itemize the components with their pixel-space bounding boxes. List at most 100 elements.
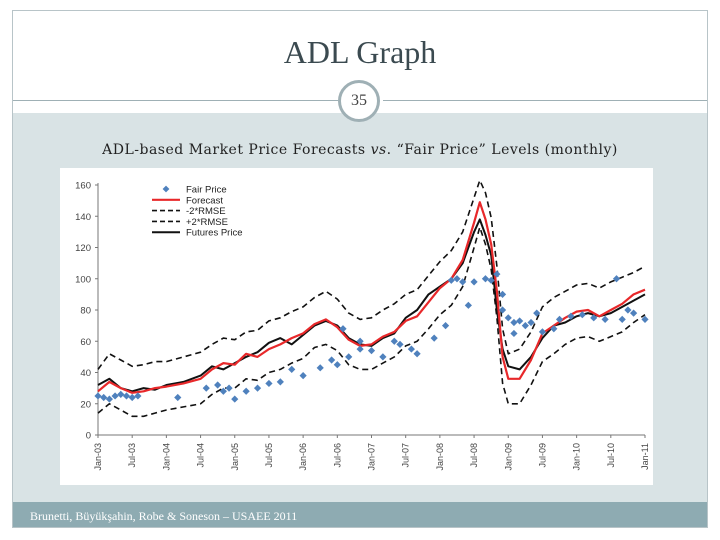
x-tick-label: Jul-08 (469, 443, 479, 468)
fair-price-point (202, 384, 210, 392)
legend-label-plus-2-rmse: +2*RMSE (186, 217, 228, 228)
fair-price-point (316, 364, 324, 372)
fair-price-point (464, 301, 472, 309)
x-tick-label: Jul-06 (332, 443, 342, 468)
slide-title: ADL Graph (283, 34, 437, 70)
fair-price-point (265, 379, 273, 388)
fair-price-point (299, 372, 307, 380)
legend-label-futures-price: Futures Price (186, 228, 243, 239)
x-tick-label: Jul-04 (196, 443, 206, 468)
y-tick-label: 60 (80, 337, 91, 348)
legend-label-minus-2-rmse: -2*RMSE (186, 206, 226, 217)
x-tick-label: Jan-03 (93, 443, 103, 471)
x-tick-label: Jul-09 (537, 443, 547, 468)
chart-heading-vs: vs (370, 142, 387, 158)
fair-price-point (527, 318, 535, 327)
fair-price-point (470, 278, 478, 286)
fair-price-point (100, 393, 108, 402)
x-tick-label: Jan-09 (503, 443, 513, 471)
fair-price-point (379, 353, 387, 361)
legend-label-forecast: Forecast (186, 195, 223, 206)
y-tick-label: 0 (86, 431, 91, 442)
footer-citation: Brunetti, Büyükşahin, Robe & Soneson – U… (30, 509, 298, 523)
y-tick-label: 140 (75, 212, 91, 223)
fair-price-point (504, 314, 512, 322)
fair-price-point (487, 276, 495, 284)
fair-price-point (630, 309, 638, 317)
fair-price-point (128, 393, 136, 402)
chart-heading-suffix: . “Fair Price” Levels (monthly) (386, 142, 618, 158)
x-tick-label: Jan-07 (367, 443, 377, 471)
fair-price-point (288, 365, 296, 373)
fair-price-point (612, 275, 621, 283)
title-rule-left (13, 100, 338, 101)
fair-price-point (567, 312, 575, 320)
fair-price-point (134, 392, 142, 400)
series-minus-2-rmse-line (97, 226, 646, 418)
fair-price-point (510, 318, 518, 327)
fair-price-point (550, 325, 558, 333)
x-tick-label: Jul-07 (401, 443, 411, 468)
fair-price-point (453, 275, 461, 283)
x-tick-label: Jan-04 (161, 443, 171, 471)
fair-price-point (447, 276, 455, 284)
fair-price-point (590, 314, 598, 322)
x-tick-label: Jan-08 (435, 443, 445, 471)
y-tick-label: 40 (80, 368, 91, 379)
fair-price-point (225, 384, 233, 392)
fair-price-point (253, 384, 262, 392)
fair-price-point (516, 317, 524, 325)
y-tick-label: 80 (80, 306, 91, 317)
fair-price-point (498, 290, 507, 298)
fair-price-point (94, 392, 102, 400)
fair-price-point (111, 392, 119, 400)
y-tick-label: 160 (75, 181, 91, 192)
fair-price-point (356, 337, 364, 345)
title-rule-right (383, 100, 707, 101)
fair-price-point (276, 378, 284, 386)
page-number-badge: 35 (338, 80, 380, 122)
x-tick-label: Jul-03 (127, 443, 137, 468)
y-tick-label: 100 (75, 274, 91, 285)
fair-price-point (459, 278, 467, 286)
fair-price-point (105, 395, 113, 403)
price-chart: 0 20 40 60 80 100 120 140 160 Jan-03 Jul-03 Jan-04 J… (75, 179, 650, 471)
fair-price-point (533, 309, 541, 317)
fair-price-point (413, 350, 421, 358)
series-plus-2-rmse-line (97, 179, 646, 370)
fair-price-point (521, 322, 529, 330)
fair-price-point (624, 306, 632, 314)
fair-price-point (578, 311, 586, 319)
fair-price-point (618, 315, 626, 323)
fair-price-point (390, 337, 398, 345)
fair-price-point (481, 275, 490, 283)
fair-price-point (242, 387, 250, 395)
legend-swatch-fair-price (162, 185, 170, 193)
x-tick-label: Jul-10 (606, 443, 616, 468)
x-tick-label: Jan-06 (298, 443, 308, 471)
fair-price-point (231, 395, 239, 403)
fair-price-point (219, 387, 227, 395)
fair-price-point (493, 270, 501, 278)
series-forecast-line (97, 201, 646, 394)
footer-bar (13, 502, 707, 527)
fair-price-point (333, 361, 341, 369)
fair-price-point (214, 381, 222, 389)
x-tick-label: Jan-05 (230, 443, 240, 471)
slide-frame (12, 10, 708, 528)
y-tick-label: 20 (80, 399, 91, 410)
fair-price-point (345, 353, 353, 361)
fair-price-point (174, 393, 182, 402)
fair-price-point (538, 328, 547, 336)
fair-price-point (396, 340, 404, 348)
fair-price-point (339, 325, 347, 333)
x-tick-label: Jan-11 (640, 443, 650, 470)
chart-heading: ADL-based Market Price Forecasts vs. “Fa… (20, 142, 700, 158)
legend-label-fair-price: Fair Price (186, 185, 227, 196)
chart-panel: 0 20 40 60 80 100 120 140 160 Jan-03 Jul-03 Jan-04 J… (60, 168, 653, 485)
chart-heading-prefix: ADL-based Market Price Forecasts (102, 142, 371, 158)
fair-price-point (407, 345, 415, 353)
fair-price-point (498, 306, 507, 314)
fair-price-point (601, 315, 609, 323)
fair-price-point (328, 356, 336, 364)
